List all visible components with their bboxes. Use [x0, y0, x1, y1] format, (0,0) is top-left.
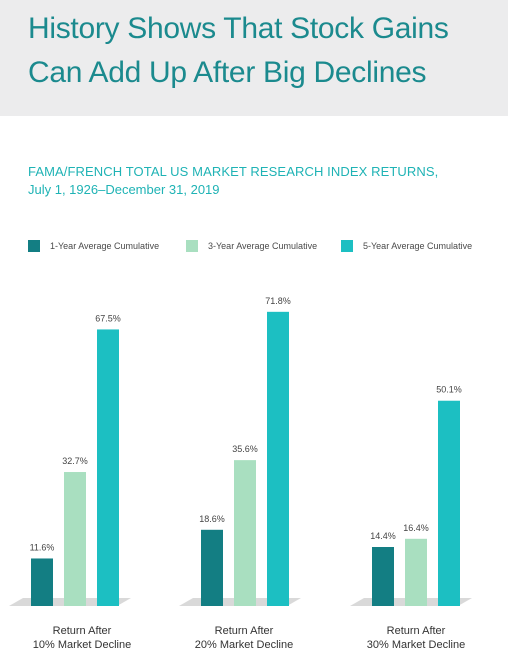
category-label-10: Return After 10% Market Decline — [12, 624, 152, 652]
bar-value-label-1-year-20: 18.6% — [199, 514, 225, 524]
header-banner — [0, 0, 508, 116]
legend-swatch-5-year — [341, 240, 353, 252]
bar-value-label-3-year-30: 16.4% — [403, 523, 429, 533]
category-label-30-line-1: Return After — [386, 625, 446, 637]
bar-value-label-1-year-10: 11.6% — [30, 542, 55, 552]
bar-value-label-5-year-20: 71.8% — [265, 296, 291, 306]
legend-label-3-year: 3-Year Average Cumulative — [208, 241, 318, 251]
chart-subtitle-line-2: July 1, 1926–December 31, 2019 — [28, 182, 220, 197]
legend-item-3-year: 3-Year Average Cumulative — [186, 239, 317, 253]
category-label-30: Return After 30% Market Decline — [346, 624, 486, 652]
category-label-10-line-2: 10% Market Decline — [32, 639, 132, 651]
bar-value-label-5-year-10: 67.5% — [95, 313, 121, 323]
category-label-20-line-2: 20% Market Decline — [194, 639, 294, 651]
bar-3-year-10 — [64, 472, 86, 606]
legend-label-5-year: 5-Year Average Cumulative — [363, 241, 473, 251]
legend-item-5-year: 5-Year Average Cumulative — [341, 239, 472, 253]
bar-1-year-20 — [201, 529, 223, 606]
bar-5-year-20 — [267, 311, 289, 606]
bar-3-year-20 — [234, 460, 256, 606]
bar-1-year-10 — [31, 558, 53, 606]
bar-value-label-1-year-30: 14.4% — [370, 531, 396, 541]
bar-value-label-5-year-30: 50.1% — [436, 385, 462, 395]
chart-subtitle-line-1: FAMA/FRENCH TOTAL US MARKET RESEARCH IND… — [28, 164, 439, 179]
bar-value-label-3-year-20: 35.6% — [232, 444, 258, 454]
bar-5-year-10 — [97, 329, 119, 606]
legend-label-1-year: 1-Year Average Cumulative — [50, 241, 160, 251]
bar-1-year-30 — [372, 547, 394, 606]
legend-swatch-3-year — [186, 240, 198, 252]
category-label-10-line-1: Return After — [52, 625, 112, 637]
category-label-20: Return After 20% Market Decline — [174, 624, 314, 652]
legend-swatch-1-year — [28, 240, 40, 252]
page-title-line-1: History Shows That Stock Gains — [28, 12, 449, 45]
category-label-30-line-2: 30% Market Decline — [366, 639, 466, 651]
bar-value-label-3-year-10: 32.7% — [62, 456, 88, 466]
legend-item-1-year: 1-Year Average Cumulative — [28, 239, 159, 253]
page-title-line-2: Can Add Up After Big Declines — [28, 56, 427, 89]
bar-5-year-30 — [438, 400, 460, 606]
category-label-20-line-1: Return After — [214, 625, 274, 637]
bar-3-year-30 — [405, 538, 427, 606]
